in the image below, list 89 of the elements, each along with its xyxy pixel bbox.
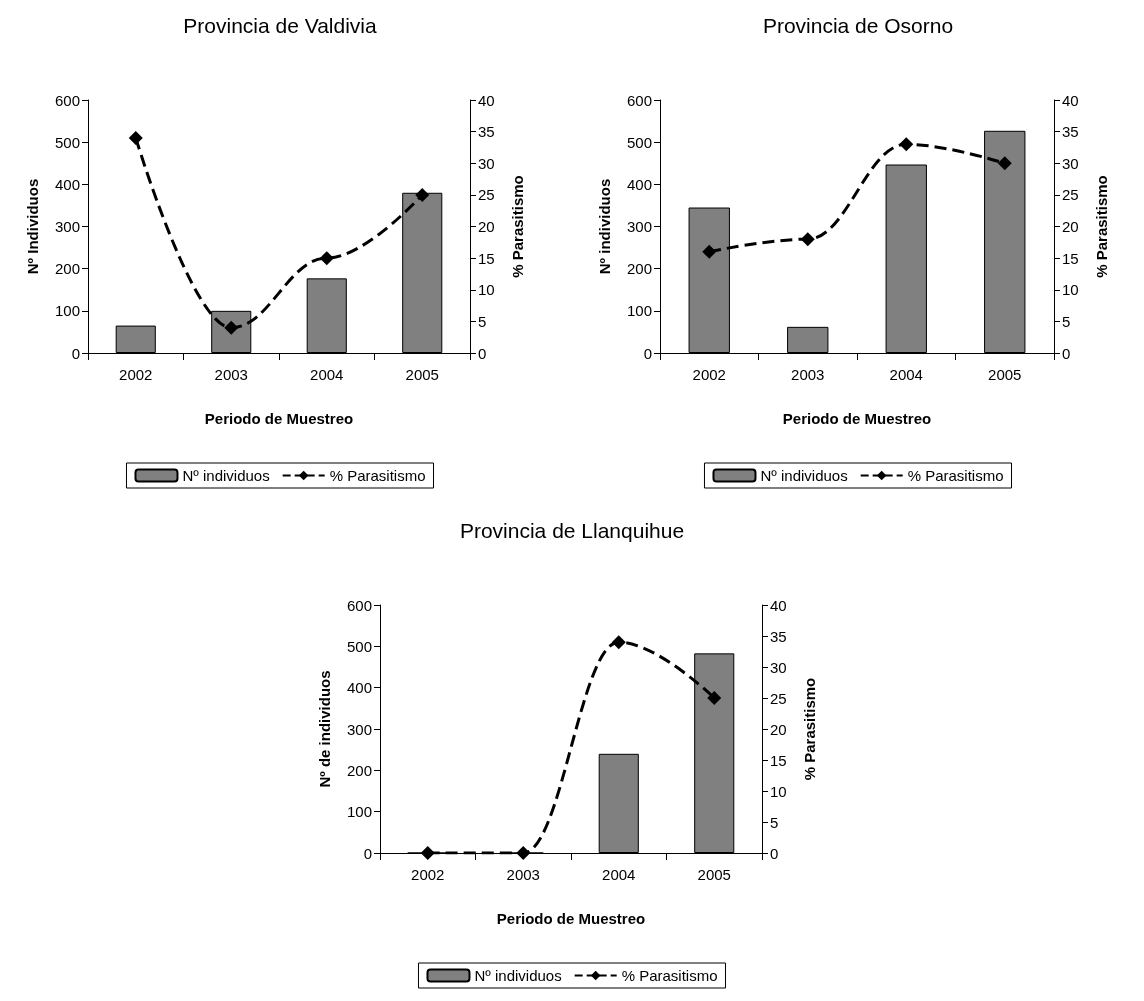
y2-tick-label: 5 (770, 813, 779, 831)
y2-tick-label: 15 (1062, 249, 1079, 267)
chart-title: Provincia de Valdivia (183, 14, 377, 37)
x-tick-label: 2004 (310, 366, 344, 383)
y-tick-label: 500 (54, 133, 80, 151)
x-axis-title: Periodo de Muestreo (782, 410, 932, 427)
y-tick-label: 100 (54, 302, 80, 320)
point (899, 137, 914, 152)
y2-tick-label: 15 (478, 249, 495, 267)
y2-axis-title: % Parasitismo (1093, 175, 1110, 278)
point (319, 251, 334, 266)
point (516, 846, 531, 860)
chart-title: Provincia de Llanquihue (459, 519, 685, 542)
chart-title: Provincia de Osorno (762, 14, 954, 37)
y-tick-label: 600 (346, 596, 372, 614)
point (420, 846, 435, 860)
y-tick-label: 200 (346, 761, 372, 779)
y2-tick-label: 35 (1062, 123, 1079, 141)
y-tick-label: 200 (626, 260, 652, 278)
y-tick-label: 600 (626, 91, 652, 109)
legend-label: Nº individuos (182, 467, 270, 484)
y-axis-title: Nº individuos (596, 178, 613, 275)
y2-tick-label: 35 (478, 123, 495, 141)
y-tick-label: 300 (346, 720, 372, 738)
legend-label: % Parasitismo (329, 467, 426, 484)
y2-tick-label: 5 (478, 312, 487, 330)
point (800, 232, 815, 247)
y2-tick-label: 0 (478, 344, 487, 362)
y2-tick-label: 30 (478, 154, 495, 172)
point (415, 187, 430, 202)
y2-tick-label: 25 (770, 689, 787, 707)
y-tick-label: 100 (626, 302, 652, 320)
y-tick-label: 400 (346, 679, 372, 697)
y2-tick-label: 10 (478, 281, 495, 299)
legend-label: Nº individuos (474, 967, 562, 984)
y-tick-label: 0 (643, 344, 652, 362)
y2-tick-label: 20 (770, 720, 787, 738)
y-tick-label: 200 (54, 260, 80, 278)
x-tick-label: 2005 (405, 366, 439, 383)
y2-tick-label: 25 (478, 186, 495, 204)
y2-tick-label: 0 (1062, 344, 1071, 362)
point (707, 691, 722, 705)
y2-tick-label: 25 (1062, 186, 1079, 204)
x-tick-label: 2002 (692, 366, 726, 383)
y-tick-label: 400 (54, 175, 80, 193)
point (611, 635, 626, 650)
y2-tick-label: 10 (770, 782, 787, 800)
y2-tick-label: 5 (1062, 312, 1071, 330)
x-tick-label: 2004 (889, 366, 923, 383)
y2-tick-label: 40 (478, 91, 495, 109)
x-axis-title: Periodo de Muestreo (496, 910, 646, 927)
y-tick-label: 600 (54, 91, 80, 109)
y-axis-title: Nº de individuos (316, 670, 333, 788)
point (128, 130, 143, 145)
legend-label: Nº individuos (760, 467, 848, 484)
y2-tick-label: 40 (770, 596, 787, 614)
point (997, 156, 1012, 171)
y-axis-title: Nº Individuos (24, 178, 41, 275)
y-tick-label: 300 (626, 218, 652, 235)
y2-axis-title: % Parasitismo (801, 677, 818, 781)
x-tick-label: 2002 (411, 866, 445, 883)
x-tick-label: 2003 (506, 866, 540, 883)
y2-tick-label: 30 (770, 658, 787, 676)
y2-tick-label: 40 (1062, 91, 1079, 109)
y2-tick-label: 30 (1062, 154, 1079, 172)
y2-tick-label: 20 (1062, 218, 1079, 235)
x-tick-label: 2005 (988, 366, 1022, 383)
y-tick-label: 500 (626, 133, 652, 151)
y-tick-label: 300 (54, 218, 80, 235)
x-tick-label: 2002 (119, 366, 153, 383)
y-tick-label: 100 (346, 803, 372, 821)
y2-tick-label: 0 (770, 844, 779, 862)
y-tick-label: 0 (363, 844, 372, 862)
x-tick-label: 2003 (791, 366, 825, 383)
y-tick-label: 400 (626, 175, 652, 193)
x-axis-title: Periodo de Muestreo (204, 410, 354, 427)
y-tick-label: 500 (346, 637, 372, 655)
legend-label: % Parasitismo (907, 467, 1004, 484)
x-tick-label: 2004 (602, 866, 636, 883)
y2-tick-label: 20 (478, 218, 495, 235)
y2-tick-label: 15 (770, 751, 787, 769)
y2-tick-label: 35 (770, 627, 787, 645)
y2-tick-label: 10 (1062, 281, 1079, 299)
y-tick-label: 0 (71, 344, 80, 362)
x-tick-label: 2005 (697, 866, 731, 883)
x-tick-label: 2003 (214, 366, 248, 383)
point (702, 244, 717, 259)
y2-axis-title: % Parasitismo (509, 175, 526, 278)
legend-label: % Parasitismo (621, 967, 718, 984)
